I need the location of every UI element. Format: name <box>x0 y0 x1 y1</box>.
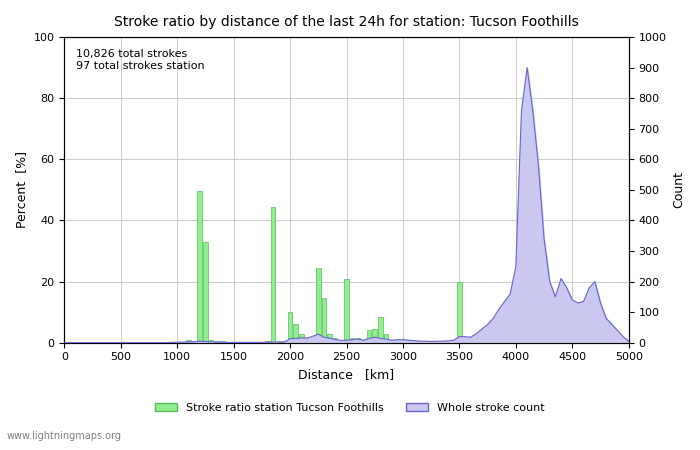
Bar <box>339 340 343 343</box>
Bar <box>457 282 461 343</box>
Bar <box>406 340 411 343</box>
Bar <box>322 298 326 343</box>
X-axis label: Distance   [km]: Distance [km] <box>298 368 395 381</box>
Bar <box>293 324 298 343</box>
Bar <box>378 317 383 343</box>
Y-axis label: Percent  [%]: Percent [%] <box>15 151 28 229</box>
Bar <box>395 340 400 343</box>
Bar <box>288 312 293 343</box>
Bar <box>372 329 377 343</box>
Bar <box>214 341 219 343</box>
Y-axis label: Count: Count <box>672 171 685 208</box>
Bar <box>333 338 337 343</box>
Bar <box>192 341 197 343</box>
Text: 10,826 total strokes
97 total strokes station: 10,826 total strokes 97 total strokes st… <box>76 50 204 71</box>
Bar <box>310 340 315 343</box>
Text: www.lightningmaps.org: www.lightningmaps.org <box>7 431 122 441</box>
Bar <box>356 338 360 343</box>
Bar <box>328 333 332 343</box>
Bar <box>220 341 225 343</box>
Bar <box>276 341 281 343</box>
Bar <box>203 242 208 343</box>
Bar <box>316 268 321 343</box>
Bar <box>271 207 275 343</box>
Bar <box>282 341 287 343</box>
Bar <box>350 338 354 343</box>
Bar <box>197 191 202 343</box>
Bar <box>384 333 388 343</box>
Bar <box>265 341 270 343</box>
Bar <box>468 340 473 343</box>
Bar <box>186 340 190 343</box>
Legend: Stroke ratio station Tucson Foothills, Whole stroke count: Stroke ratio station Tucson Foothills, W… <box>150 399 550 418</box>
Bar <box>209 340 214 343</box>
Bar <box>344 279 349 343</box>
Bar <box>304 340 309 343</box>
Bar <box>367 330 371 343</box>
Bar <box>299 333 304 343</box>
Title: Stroke ratio by distance of the last 24h for station: Tucson Foothills: Stroke ratio by distance of the last 24h… <box>114 15 579 29</box>
